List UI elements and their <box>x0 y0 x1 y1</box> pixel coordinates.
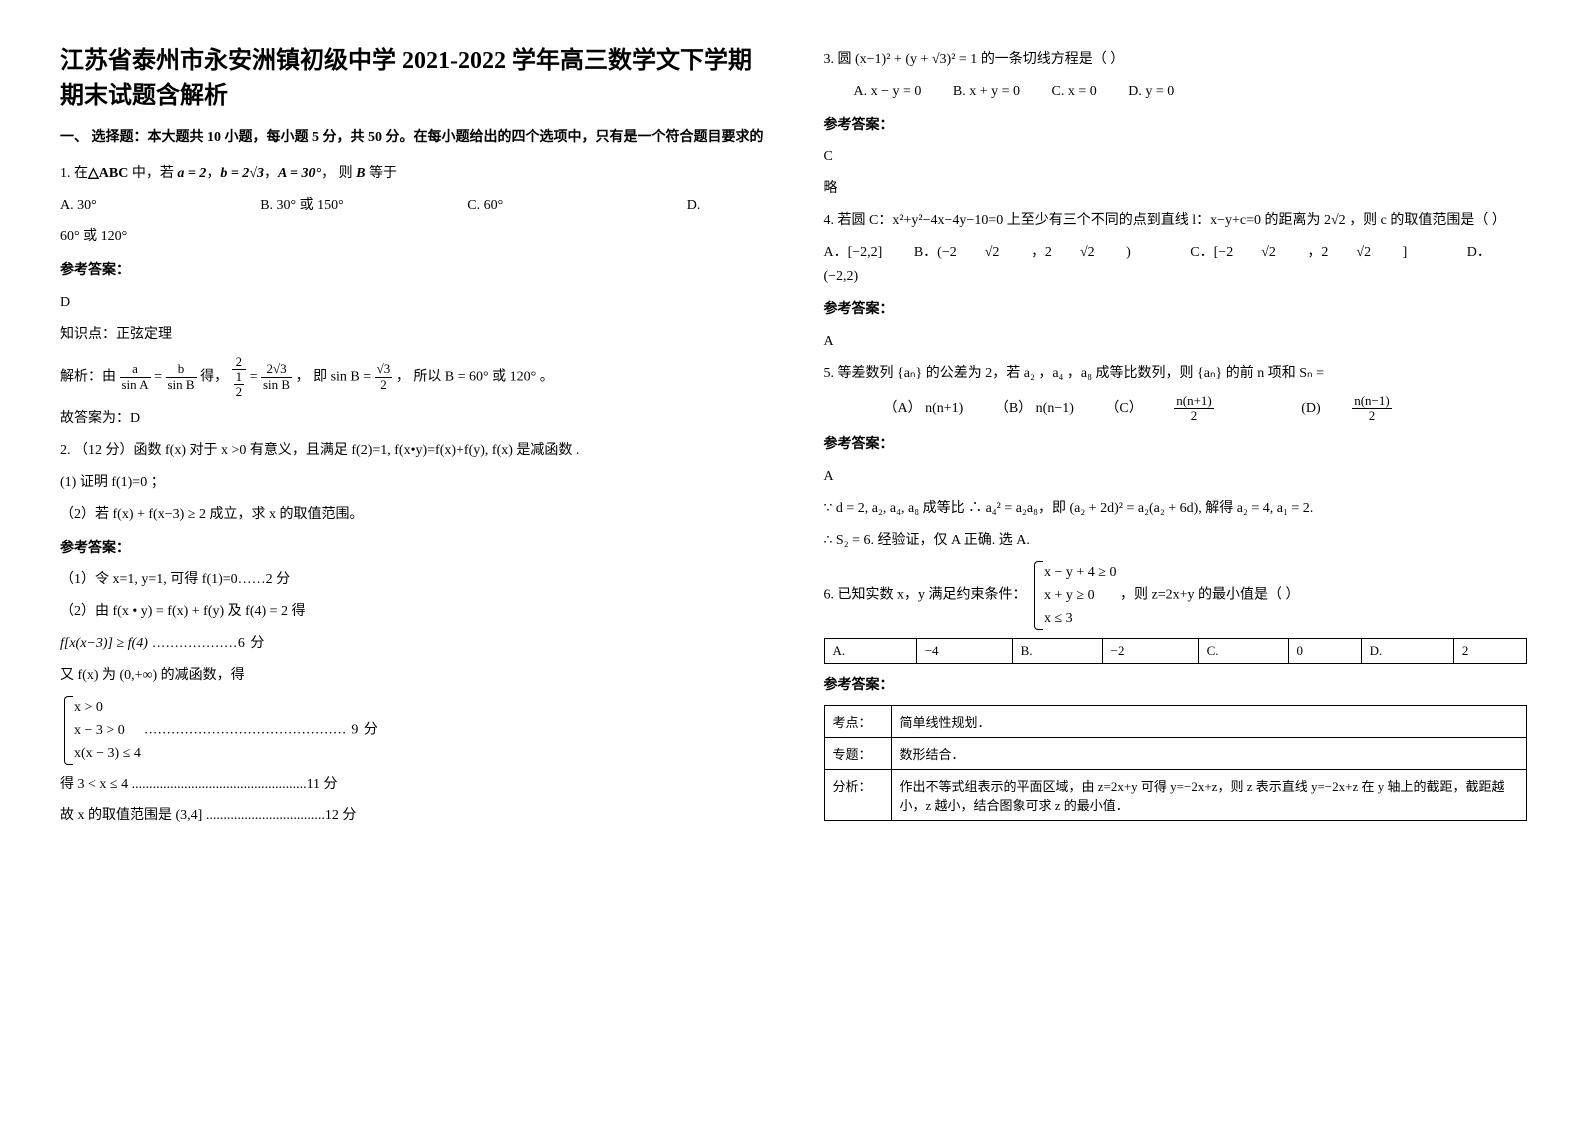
q6-row3-label: 分析： <box>824 770 891 821</box>
q1-explain: 解析：由 asin A = bsin B 得， 212 = 2√3sin B ，… <box>60 355 764 400</box>
q5-optB: （B） n(n−1) <box>995 401 1074 416</box>
q3-stem: 3. 圆 (x−1)² + (y + √3)² = 1 的一条切线方程是（ ） <box>824 48 1528 72</box>
q1-ref-label: 参考答案： <box>60 259 764 283</box>
q6-row2-val: 数形结合． <box>891 738 1527 770</box>
q6-tB1: B. <box>1012 638 1102 663</box>
q6-analysis-table: 考点： 简单线性规划． 专题： 数形结合． 分析： 作出不等式组表示的平面区域，… <box>824 705 1528 821</box>
q2-l7: 故 x 的取值范围是 (3,4] .......................… <box>60 804 764 828</box>
q2-l6: 得 3 < x ≤ 4 ............................… <box>60 773 764 797</box>
q6-tD1: D. <box>1361 638 1453 663</box>
q6-tA1: A. <box>824 638 916 663</box>
frac-2-half: 212 <box>232 355 247 400</box>
q1-optD: D. <box>687 198 701 213</box>
q1-tri: △ABC <box>88 166 128 181</box>
q4-optB: B．(−2√2 ，2√2 ) <box>914 245 1159 260</box>
q2-l4: 又 f(x) 为 (0,+∞) 的减函数，得 <box>60 664 764 688</box>
doc-title: 江苏省泰州市永安洲镇初级中学 2021-2022 学年高三数学文下学期期末试题含… <box>60 40 764 110</box>
q1-stem: 1. 在△ABC 中，若 a = 2，b = 2√3，A = 30°， 则 B … <box>60 162 764 186</box>
q5-optC: （C） n(n+1)2 <box>1105 401 1273 416</box>
section-1-head: 一、 选择题：本大题共 10 小题，每小题 5 分，共 50 分。在每小题给出的… <box>60 126 764 150</box>
q6-row3-val: 作出不等式组表示的平面区域，由 z=2x+y 可得 y=−2x+z，则 z 表示… <box>891 770 1527 821</box>
q6-ref-label: 参考答案： <box>824 674 1528 698</box>
q2-system: x > 0 x − 3 > 0 x(x − 3) ≤ 4 ...........… <box>60 696 764 765</box>
q3-optC: C. x = 0 <box>1052 84 1097 99</box>
frac-a-sinA: asin A <box>120 362 151 392</box>
q1-kp: 知识点：正弦定理 <box>60 323 764 347</box>
q4-stem: 4. 若圆 C：x²+y²−4x−4y−10=0 上至少有三个不同的点到直线 l… <box>824 209 1528 233</box>
q3-options: A. x − y = 0 B. x + y = 0 C. x = 0 D. y … <box>824 80 1528 104</box>
q5-ref-label: 参考答案： <box>824 433 1528 457</box>
q5-optA: （A） n(n+1) <box>884 401 964 416</box>
q3-extra: 略 <box>824 177 1528 201</box>
q5-exp1: ∵ d = 2, a₂, a₄, a₈ 成等比 ∴ a₄² = a₂a₈，即 (… <box>824 497 1528 521</box>
frac-2r3-sinB: 2√3sin B <box>261 362 292 392</box>
q2-p2: （2）若 f(x) + f(x−3) ≥ 2 成立，求 x 的取值范围。 <box>60 503 764 527</box>
q6-tA2: −4 <box>916 638 1012 663</box>
frac-r3-2: √32 <box>375 362 393 392</box>
q6-option-table: A. −4 B. −2 C. 0 D. 2 <box>824 638 1528 664</box>
left-column: 江苏省泰州市永安洲镇初级中学 2021-2022 学年高三数学文下学期期末试题含… <box>60 40 764 836</box>
q3-ans: C <box>824 145 1528 169</box>
q1-optD-cont: 60° 或 120° <box>60 225 764 249</box>
q6-tB2: −2 <box>1102 638 1198 663</box>
q3-ref-label: 参考答案： <box>824 114 1528 138</box>
q1-final: 故答案为：D <box>60 407 764 431</box>
q6-row1-val: 简单线性规划． <box>891 706 1527 738</box>
q4-ans: A <box>824 330 1528 354</box>
q5-options: （A） n(n+1) （B） n(n−1) （C） n(n+1)2 (D) n(… <box>824 394 1528 424</box>
q2-l3: f[x(x−3)] ≥ f(4) ...................6 分 <box>60 632 764 656</box>
q4-optC: C．[−2√2 ，2√2 ] <box>1190 245 1435 260</box>
brace-system: x > 0 x − 3 > 0 x(x − 3) ≤ 4 <box>60 696 141 765</box>
q1-ans: D <box>60 291 764 315</box>
q3-optD: D. y = 0 <box>1128 84 1174 99</box>
right-column: 3. 圆 (x−1)² + (y + √3)² = 1 的一条切线方程是（ ） … <box>824 40 1528 836</box>
q3-optA: A. x − y = 0 <box>854 84 922 99</box>
q6-tC2: 0 <box>1288 638 1361 663</box>
q5-stem: 5. 等差数列 {aₙ} 的公差为 2，若 a₂ ，a₄ ，a₈ 成等比数列，则… <box>824 362 1528 386</box>
q6-tD2: 2 <box>1453 638 1526 663</box>
page: 江苏省泰州市永安洲镇初级中学 2021-2022 学年高三数学文下学期期末试题含… <box>60 40 1527 836</box>
q5-optD: (D) n(n−1)2 <box>1301 401 1447 416</box>
q2-l1: （1）令 x=1, y=1, 可得 f(1)=0……2 分 <box>60 568 764 592</box>
q1-options-row1: A. 30° B. 30° 或 150° C. 60° D. <box>60 194 764 218</box>
q5-ans: A <box>824 465 1528 489</box>
q1-optB: B. 30° 或 150° <box>260 198 344 213</box>
q1-optC: C. 60° <box>467 198 503 213</box>
q3-optB: B. x + y = 0 <box>953 84 1020 99</box>
q4-ref-label: 参考答案： <box>824 298 1528 322</box>
frac-b-sinB: bsin B <box>166 362 197 392</box>
q2-p1: (1) 证明 f(1)=0 ； <box>60 471 764 495</box>
q1-text: 1. 在 <box>60 166 88 181</box>
q6-row1-label: 考点： <box>824 706 891 738</box>
q2-stem: 2. （12 分）函数 f(x) 对于 x >0 有意义，且满足 f(2)=1,… <box>60 439 764 463</box>
q6-stem: 6. 已知实数 x，y 满足约束条件： x − y + 4 ≥ 0 x + y … <box>824 561 1528 630</box>
q6-row2-label: 专题： <box>824 738 891 770</box>
q6-tC1: C. <box>1198 638 1288 663</box>
q2-ref-label: 参考答案： <box>60 537 764 561</box>
q4-options: A．[−2,2] B．(−2√2 ，2√2 ) C．[−2√2 ，2√2 ] D… <box>824 241 1528 289</box>
q6-system: x − y + 4 ≥ 0 x + y ≥ 0 x ≤ 3 <box>1030 561 1116 630</box>
q4-optA: A．[−2,2] <box>824 245 883 260</box>
q5-exp2: ∴ S₂ = 6. 经验证，仅 A 正确. 选 A. <box>824 529 1528 553</box>
q1-optA: A. 30° <box>60 198 97 213</box>
q2-l2: （2）由 f(x • y) = f(x) + f(y) 及 f(4) = 2 得 <box>60 600 764 624</box>
